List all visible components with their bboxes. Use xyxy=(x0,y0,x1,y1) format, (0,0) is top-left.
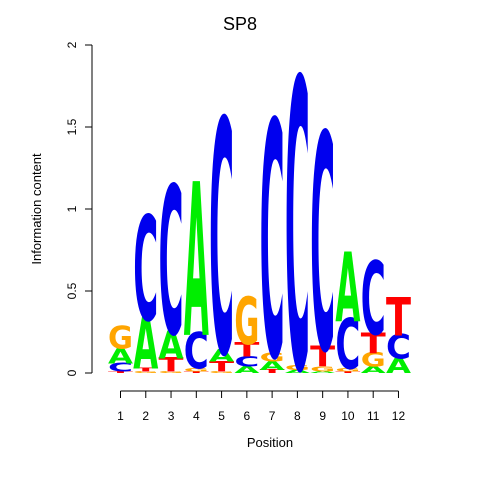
letter-G: G xyxy=(260,351,285,364)
y-tick-label: 1.5 xyxy=(65,118,79,135)
letter-stack: AGC xyxy=(285,0,310,461)
letter-G: G xyxy=(234,284,259,359)
x-tick-label: 9 xyxy=(319,409,326,423)
letter-T: T xyxy=(386,287,411,349)
letter-G: G xyxy=(310,365,335,373)
y-tick-label: 0.5 xyxy=(65,282,79,299)
x-axis: 1 2 3 4 5 6 7 8 9 10 11 12 xyxy=(117,390,406,423)
x-tick-label: 8 xyxy=(294,409,301,423)
letter-C: C xyxy=(209,54,234,428)
x-tick-label: 5 xyxy=(218,409,225,423)
x-tick-label: 4 xyxy=(193,409,200,423)
letter-stack: ACT xyxy=(386,287,412,379)
letter-G: G xyxy=(361,348,386,371)
letter-G: G xyxy=(159,371,184,374)
y-tick-label: 0 xyxy=(65,369,79,376)
letter-T: T xyxy=(209,358,234,375)
letter-A: A xyxy=(234,364,260,375)
x-tick-label: 7 xyxy=(269,409,276,423)
x-tick-label: 2 xyxy=(142,409,149,423)
letter-T: T xyxy=(159,354,184,376)
x-tick-label: 11 xyxy=(367,409,380,423)
y-tick-label: 2 xyxy=(65,41,79,48)
letter-G: G xyxy=(285,363,310,371)
letter-C: C xyxy=(234,354,259,370)
x-axis-label: Position xyxy=(247,435,293,450)
letter-T: T xyxy=(133,367,158,373)
letter-C: C xyxy=(133,186,158,354)
letter-A: A xyxy=(159,324,185,368)
x-tick-label: 6 xyxy=(244,409,251,423)
x-tick-label: 12 xyxy=(392,409,406,423)
letter-C: C xyxy=(335,304,360,385)
letter-A: A xyxy=(361,364,387,375)
letter-C: C xyxy=(285,0,310,461)
letter-G: G xyxy=(335,367,360,372)
letter-C: C xyxy=(108,361,133,375)
letter-C: C xyxy=(310,73,335,419)
letter-C: C xyxy=(386,328,411,367)
chart-title: SP8 xyxy=(223,14,257,34)
letter-T: T xyxy=(184,371,209,374)
letter-T: T xyxy=(260,369,285,375)
letter-A: A xyxy=(386,354,412,378)
letter-T: T xyxy=(108,371,133,374)
letter-C: C xyxy=(159,145,184,382)
letter-G: G xyxy=(209,371,234,374)
letter-A: A xyxy=(310,371,335,374)
letter-A: A xyxy=(335,233,360,344)
letter-A: A xyxy=(133,303,158,387)
letter-G: G xyxy=(108,320,133,356)
y-axis: 0 0.5 1 1.5 2 xyxy=(65,41,93,376)
y-axis-label: Information content xyxy=(29,153,44,265)
letter-T: T xyxy=(335,371,360,374)
letter-G: G xyxy=(184,367,209,372)
letter-T: T xyxy=(234,339,259,361)
letter-A: A xyxy=(184,139,209,385)
letter-C: C xyxy=(260,57,285,433)
letter-T: T xyxy=(361,326,387,360)
letter-A: A xyxy=(108,344,134,368)
letter-A: A xyxy=(260,358,285,372)
letter-C: C xyxy=(184,323,209,382)
letter-T: T xyxy=(310,340,336,374)
x-tick-label: 3 xyxy=(168,409,175,423)
y-tick-label: 1 xyxy=(65,205,79,212)
x-tick-label: 1 xyxy=(117,409,124,423)
letter-A: A xyxy=(209,347,234,367)
letter-G: G xyxy=(133,371,158,374)
letter-C: C xyxy=(361,240,386,358)
x-tick-label: 10 xyxy=(341,409,355,423)
letter-A: A xyxy=(285,369,310,374)
